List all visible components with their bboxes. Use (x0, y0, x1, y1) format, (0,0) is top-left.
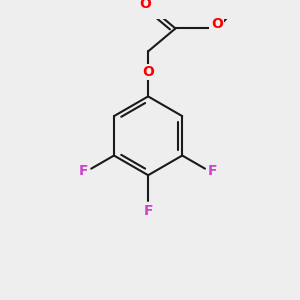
Text: F: F (143, 204, 153, 218)
Text: O: O (139, 0, 151, 11)
Text: O: O (142, 65, 154, 79)
Text: O: O (211, 17, 223, 31)
Text: F: F (79, 164, 88, 178)
Text: F: F (208, 164, 217, 178)
